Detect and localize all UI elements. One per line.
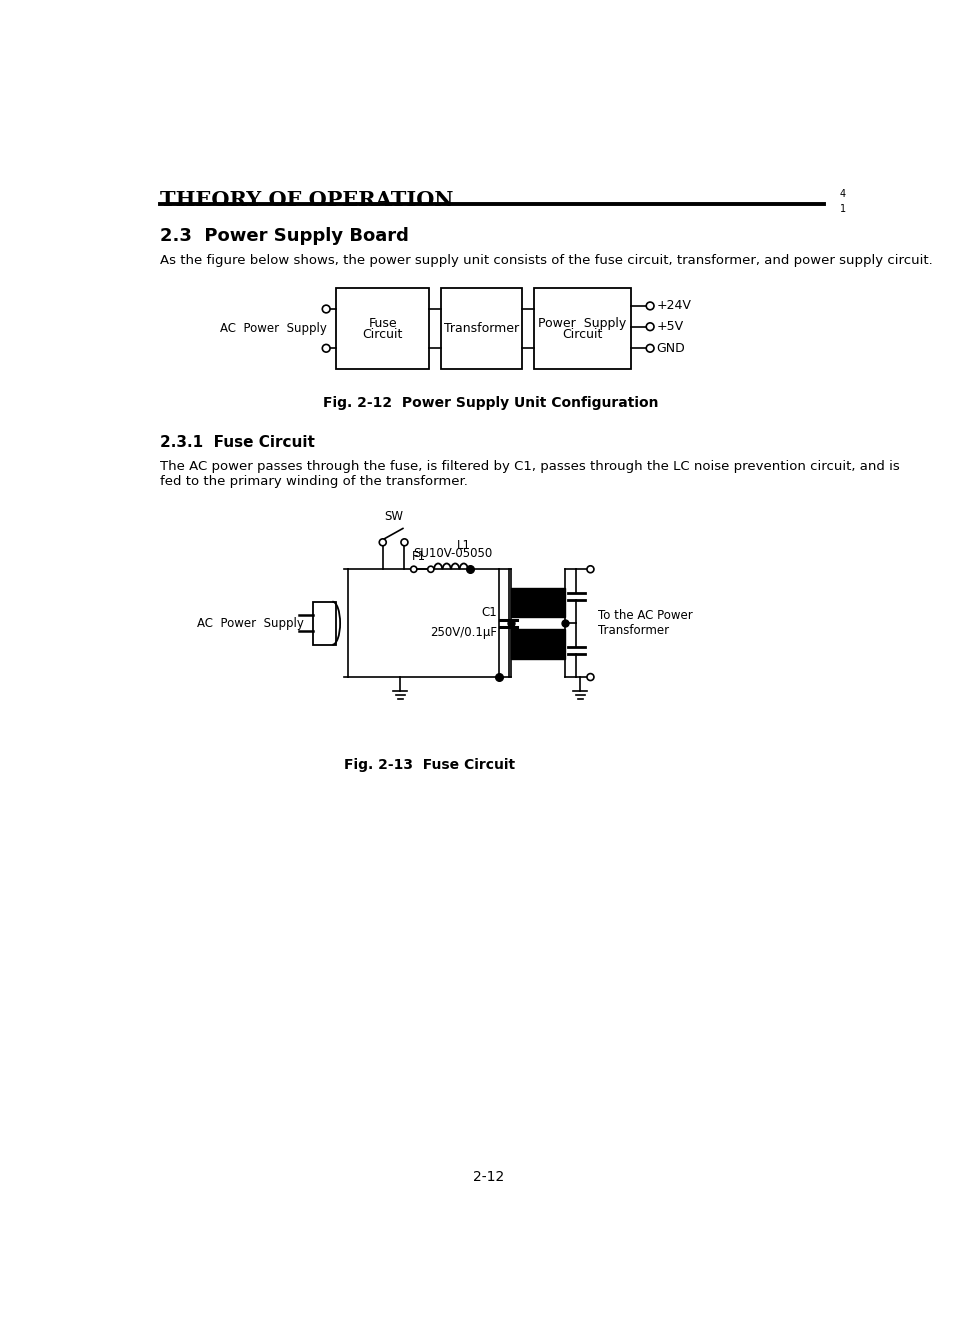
Text: 250V/0.1μF: 250V/0.1μF: [430, 626, 497, 639]
Text: SU10V-05050: SU10V-05050: [413, 547, 492, 560]
Text: C1: C1: [481, 606, 497, 619]
Text: fed to the primary winding of the transformer.: fed to the primary winding of the transf…: [159, 474, 467, 488]
Text: The AC power passes through the fuse, is filtered by C1, passes through the LC n: The AC power passes through the fuse, is…: [159, 459, 899, 473]
Bar: [510, 630, 564, 658]
Text: Power  Supply: Power Supply: [537, 317, 626, 330]
Bar: [335, 289, 429, 369]
Circle shape: [645, 322, 654, 330]
Text: Fig. 2-12  Power Supply Unit Configuration: Fig. 2-12 Power Supply Unit Configuratio…: [323, 396, 659, 410]
Text: SW: SW: [384, 510, 403, 522]
Text: To the AC Power: To the AC Power: [598, 608, 692, 622]
Text: THEORY OF OPERATION: THEORY OF OPERATION: [159, 191, 453, 211]
Bar: [510, 588, 564, 616]
Text: Circuit: Circuit: [362, 328, 402, 341]
Text: Fig. 2-13  Fuse Circuit: Fig. 2-13 Fuse Circuit: [343, 757, 515, 772]
Circle shape: [586, 565, 594, 572]
Text: Fuse: Fuse: [368, 317, 396, 330]
Text: AC  Power  Supply: AC Power Supply: [220, 322, 327, 336]
Bar: [440, 289, 521, 369]
Circle shape: [322, 344, 330, 352]
Text: As the figure below shows, the power supply unit consists of the fuse circuit, t: As the figure below shows, the power sup…: [159, 254, 931, 266]
Text: 4: 4: [840, 189, 845, 199]
Circle shape: [400, 539, 408, 545]
Text: +5V: +5V: [656, 320, 682, 333]
Text: 2-12: 2-12: [473, 1170, 504, 1185]
Circle shape: [586, 674, 594, 681]
Bar: [313, 602, 335, 645]
Text: +24V: +24V: [656, 299, 691, 313]
Circle shape: [645, 344, 654, 352]
Circle shape: [427, 567, 434, 572]
Text: AC  Power  Supply: AC Power Supply: [196, 616, 303, 630]
Bar: [534, 289, 630, 369]
Text: 2.3.1  Fuse Circuit: 2.3.1 Fuse Circuit: [159, 435, 314, 450]
Text: Circuit: Circuit: [561, 328, 602, 341]
Circle shape: [410, 567, 416, 572]
Circle shape: [645, 302, 654, 310]
Text: Transformer: Transformer: [443, 322, 518, 336]
Text: Transformer: Transformer: [598, 624, 669, 638]
Text: 2.3  Power Supply Board: 2.3 Power Supply Board: [159, 227, 408, 246]
Text: L1: L1: [456, 540, 471, 552]
Circle shape: [379, 539, 386, 545]
Text: F1: F1: [412, 551, 426, 563]
Circle shape: [322, 305, 330, 313]
Text: GND: GND: [656, 341, 684, 355]
Text: 1: 1: [840, 204, 845, 215]
